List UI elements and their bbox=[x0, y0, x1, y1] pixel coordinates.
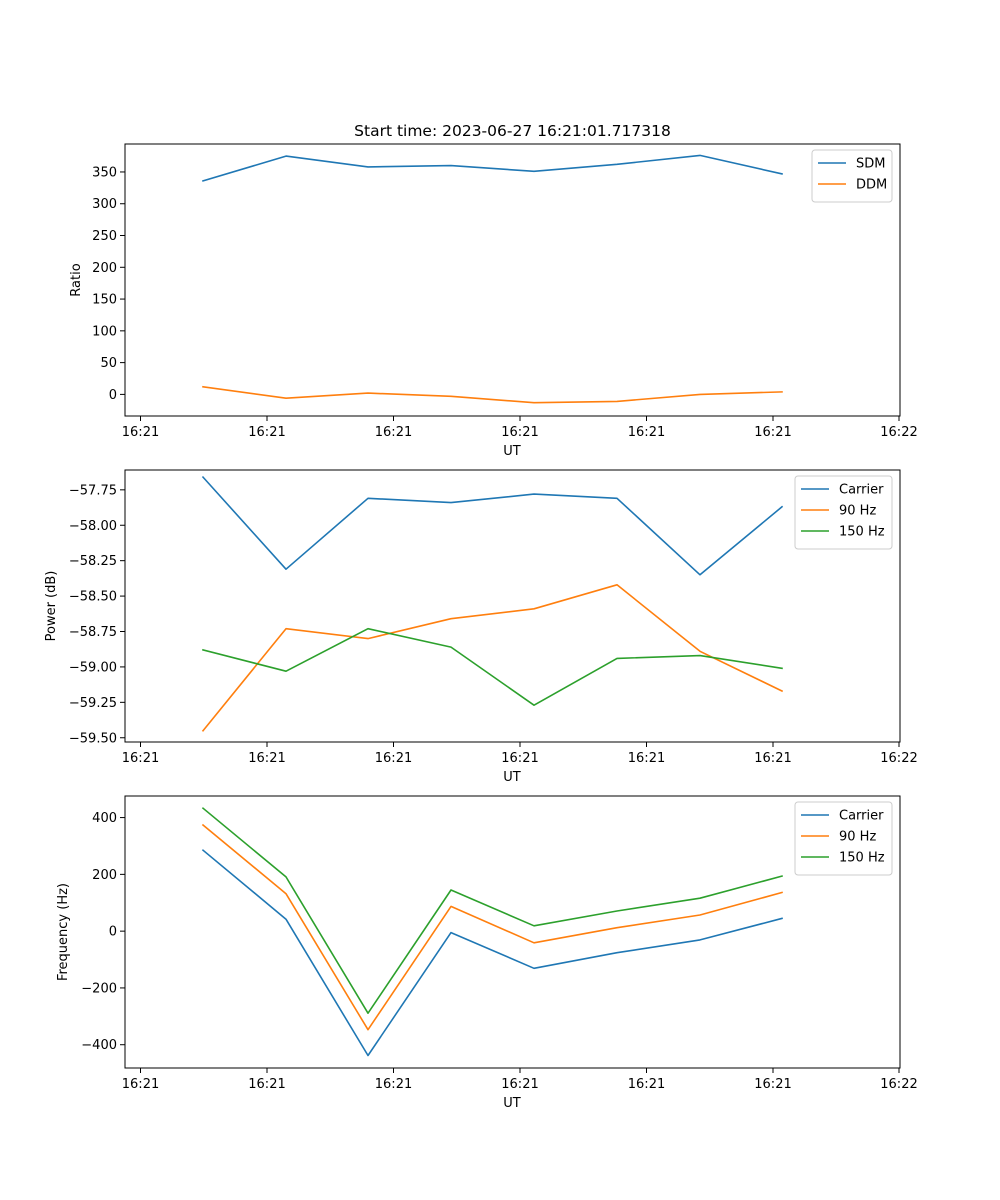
x-axis-label: UT bbox=[503, 1096, 521, 1111]
x-tick-label: 16:21 bbox=[628, 425, 665, 440]
legend: SDM DDM bbox=[811, 149, 893, 203]
y-tick-label: 150 bbox=[92, 293, 117, 308]
x-tick-label: 16:21 bbox=[248, 1077, 285, 1092]
y-tick-label: 200 bbox=[92, 868, 117, 883]
x-tick-label: 16:21 bbox=[375, 425, 412, 440]
ratio-panel: 16:21 16:21 16:21 16:21 16:21 16:21 16:22 0 50 10… bbox=[69, 143, 918, 459]
axes-frame bbox=[124, 143, 901, 417]
y-tick-label: −59.25 bbox=[69, 696, 117, 711]
x-tick-label: 16:22 bbox=[880, 1077, 917, 1092]
y-tick-label: −58.00 bbox=[69, 519, 117, 534]
y-tick-label: −400 bbox=[81, 1038, 117, 1053]
legend-label: 90 Hz bbox=[839, 504, 876, 519]
x-tick-label: 16:21 bbox=[754, 1077, 791, 1092]
x-tick-label: 16:21 bbox=[754, 751, 791, 766]
figure-title: Start time: 2023-06-27 16:21:01.717318 bbox=[354, 122, 671, 140]
y-tick-label: −59.00 bbox=[69, 660, 117, 675]
legend: Carrier 90 Hz 150 Hz bbox=[794, 475, 893, 550]
frequency-panel: 16:21 16:21 16:21 16:21 16:21 16:21 16:22 −400 −… bbox=[56, 795, 918, 1111]
legend-label: Carrier bbox=[839, 809, 884, 824]
x-tick-label: 16:21 bbox=[628, 751, 665, 766]
y-tick-label: 400 bbox=[92, 811, 117, 826]
y-tick-label: 50 bbox=[100, 356, 117, 371]
legend-label: 150 Hz bbox=[839, 851, 885, 866]
series-line-0 bbox=[201, 849, 783, 1057]
y-tick-label: −58.75 bbox=[69, 625, 117, 640]
legend-label: SDM bbox=[856, 157, 885, 172]
y-tick-label: −58.25 bbox=[69, 554, 117, 569]
series-line-2 bbox=[201, 807, 783, 1015]
subplots: 16:21 16:21 16:21 16:21 16:21 16:21 16:22 0 50 10… bbox=[44, 143, 918, 1111]
y-tick-label: 200 bbox=[92, 261, 117, 276]
x-tick-label: 16:21 bbox=[501, 1077, 538, 1092]
x-tick-label: 16:21 bbox=[122, 425, 159, 440]
y-tick-label: 350 bbox=[92, 165, 117, 180]
series-line-2 bbox=[202, 627, 783, 707]
series-line-1 bbox=[202, 385, 783, 404]
x-tick-label: 16:21 bbox=[375, 751, 412, 766]
x-tick-label: 16:21 bbox=[248, 425, 285, 440]
x-axis-label: UT bbox=[503, 444, 521, 459]
legend-label: 150 Hz bbox=[839, 525, 885, 540]
legend-label: 90 Hz bbox=[839, 830, 876, 845]
x-tick-label: 16:22 bbox=[880, 425, 917, 440]
y-tick-label: 0 bbox=[109, 925, 117, 940]
power-panel: 16:21 16:21 16:21 16:21 16:21 16:21 16:22 −59.5… bbox=[44, 469, 918, 785]
series-line-0 bbox=[201, 475, 784, 576]
axes-frame bbox=[124, 795, 901, 1069]
axes-frame bbox=[124, 469, 901, 743]
legend-label: DDM bbox=[856, 178, 887, 193]
legend-label: Carrier bbox=[839, 483, 884, 498]
x-axis-label: UT bbox=[503, 770, 521, 785]
series-line-1 bbox=[201, 583, 784, 732]
y-tick-label: 0 bbox=[109, 388, 117, 403]
y-tick-label: 300 bbox=[92, 197, 117, 212]
y-tick-label: −59.50 bbox=[69, 731, 117, 746]
x-tick-label: 16:21 bbox=[122, 751, 159, 766]
series-line-0 bbox=[202, 154, 783, 182]
legend: Carrier 90 Hz 150 Hz bbox=[794, 801, 893, 876]
x-tick-label: 16:21 bbox=[501, 751, 538, 766]
x-tick-label: 16:21 bbox=[501, 425, 538, 440]
y-tick-label: −57.75 bbox=[69, 483, 117, 498]
y-axis-label: Frequency (Hz) bbox=[56, 883, 71, 981]
x-tick-label: 16:21 bbox=[375, 1077, 412, 1092]
x-tick-label: 16:21 bbox=[754, 425, 791, 440]
y-tick-label: 250 bbox=[92, 229, 117, 244]
x-tick-label: 16:21 bbox=[628, 1077, 665, 1092]
x-tick-label: 16:22 bbox=[880, 751, 917, 766]
x-tick-label: 16:21 bbox=[122, 1077, 159, 1092]
y-axis-label: Power (dB) bbox=[44, 571, 59, 642]
y-tick-label: −58.50 bbox=[69, 590, 117, 605]
y-tick-label: −200 bbox=[81, 981, 117, 996]
series-line-1 bbox=[201, 823, 783, 1031]
x-tick-label: 16:21 bbox=[248, 751, 285, 766]
y-tick-label: 100 bbox=[92, 324, 117, 339]
y-axis-label: Ratio bbox=[69, 263, 84, 296]
